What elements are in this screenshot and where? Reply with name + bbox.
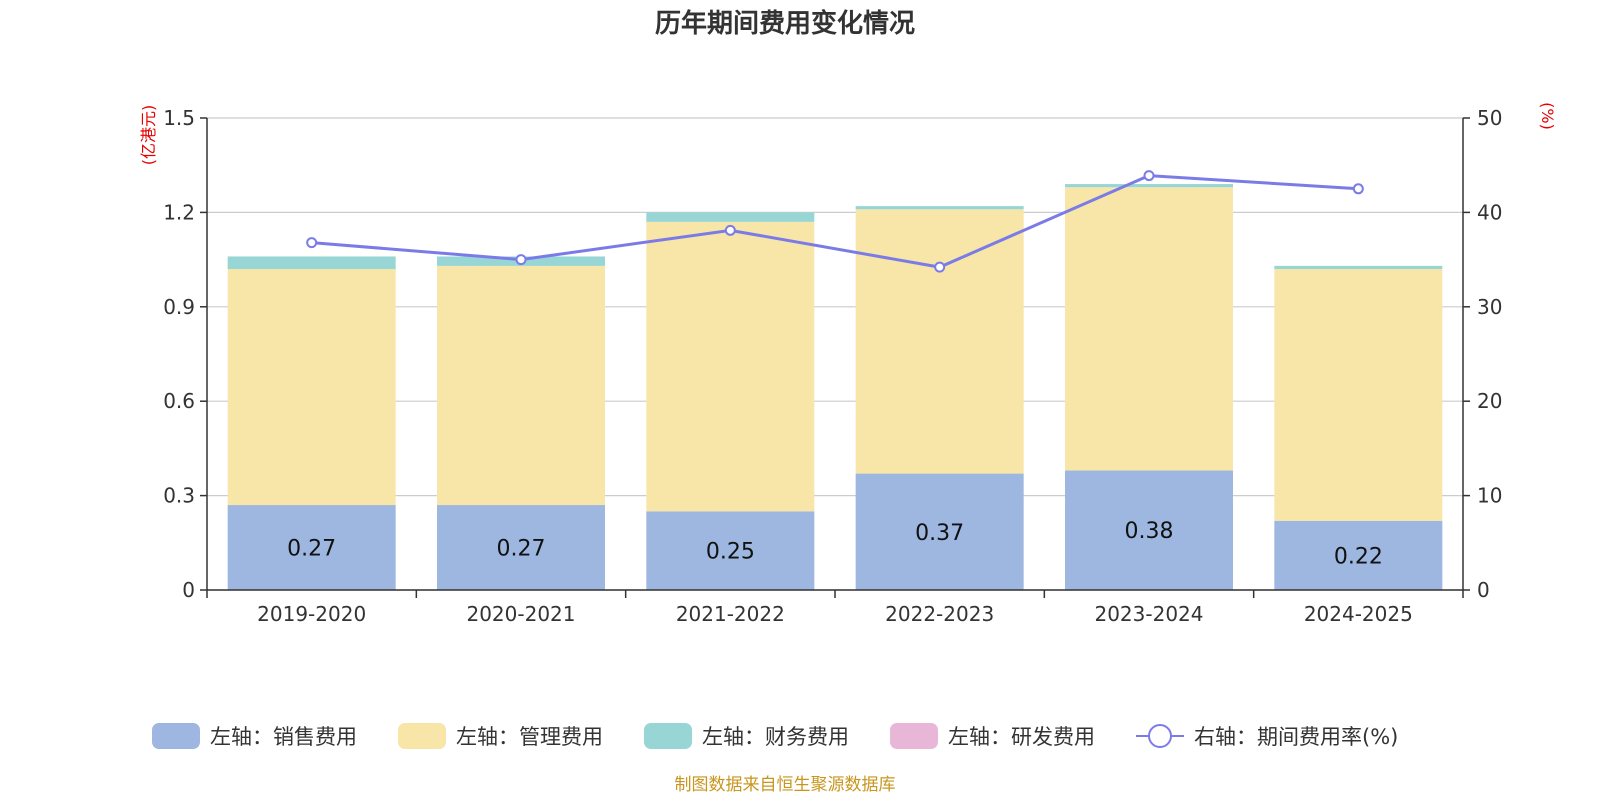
- bar-segment: [1065, 470, 1233, 590]
- bar-segment: [855, 473, 1024, 590]
- legend-line-marker: [1148, 724, 1172, 748]
- x-axis-tick-label: 2021-2022: [676, 602, 785, 626]
- right-axis-tick-label: 0: [1477, 578, 1490, 602]
- bar-segment: [646, 212, 815, 222]
- legend-label: 左轴：管理费用: [456, 725, 603, 749]
- left-axis-tick-label: 1.2: [163, 200, 195, 224]
- line-series: [306, 170, 1364, 273]
- bar-segment: [1065, 187, 1233, 471]
- x-axis-tick-label: 2020-2021: [466, 602, 575, 626]
- rate-point: [1143, 170, 1155, 182]
- bar-segment: [1274, 265, 1443, 270]
- bar-segment: [437, 505, 605, 590]
- bar-data-label: 0.22: [1334, 544, 1383, 569]
- bar-data-label: 0.27: [497, 537, 546, 562]
- rate-point: [306, 237, 318, 249]
- bar-segment: [646, 511, 815, 590]
- legend-swatch: [644, 723, 692, 749]
- x-axis-tick-label: 2023-2024: [1094, 602, 1203, 626]
- bar-segment: [227, 269, 396, 506]
- rate-point: [724, 224, 736, 236]
- bar-segment: [227, 505, 396, 590]
- legend-swatch: [152, 723, 200, 749]
- left-axis-tick-label: 0.9: [163, 295, 195, 319]
- bar-data-label: 0.37: [915, 521, 964, 546]
- bar-data-label: 0.25: [706, 540, 755, 565]
- right-axis-tick-label: 20: [1477, 389, 1502, 413]
- bar-segment: [646, 221, 815, 512]
- legend-swatch: [398, 723, 446, 749]
- right-axis-tick-label: 30: [1477, 295, 1502, 319]
- bar-segment: [227, 256, 396, 270]
- legend-label: 右轴：期间费用率(%): [1194, 725, 1398, 749]
- bar-segment: [855, 206, 1024, 210]
- legend-label: 左轴：研发费用: [948, 725, 1095, 749]
- left-axis-tick-label: 0: [182, 578, 195, 602]
- bar-segment: [437, 265, 605, 506]
- rate-line: [311, 174, 1359, 269]
- bars: [227, 184, 1443, 590]
- rate-point: [1352, 183, 1364, 195]
- left-axis-tick-label: 1.5: [163, 106, 195, 130]
- bar-segment: [1274, 269, 1443, 521]
- chart-title: 历年期间费用变化情况: [655, 8, 915, 39]
- right-axis-tick-label: 10: [1477, 484, 1502, 508]
- legend: 左轴：销售费用 左轴：管理费用 左轴：财务费用 左轴：研发费用 右轴：期间费用率(%): [152, 723, 1398, 749]
- right-axis-tick-label: 40: [1477, 200, 1502, 224]
- right-axis-tick-label: 50: [1477, 106, 1502, 130]
- bar-data-label: 0.38: [1125, 519, 1174, 544]
- footer-source: 制图数据来自恒生聚源数据库: [675, 775, 896, 795]
- x-axis-tick-label: 2019-2020: [257, 602, 366, 626]
- bar-segment: [1065, 184, 1233, 188]
- rate-point: [934, 261, 946, 273]
- bar-segment: [855, 209, 1024, 474]
- left-axis-unit: (亿港元): [139, 105, 158, 166]
- legend-label: 左轴：销售费用: [210, 725, 357, 749]
- data-labels: 0.27 0.27 0.25 0.37 0.38 0.22: [287, 519, 1383, 569]
- legend-swatch: [890, 723, 938, 749]
- bar-segment: [1274, 520, 1443, 590]
- x-axis-tick-label: 2024-2025: [1304, 602, 1413, 626]
- bar-data-label: 0.27: [287, 537, 336, 562]
- x-axis-tick-label: 2022-2023: [885, 602, 994, 626]
- left-axis-tick-label: 0.6: [163, 389, 195, 413]
- legend-label: 左轴：财务费用: [702, 725, 849, 749]
- left-axis-tick-label: 0.3: [163, 484, 195, 508]
- rate-point: [515, 254, 527, 266]
- axes: 0 0.3 0.6 0.9 1.2 1.5 0 10 20 30 40 50 2019-2020 2020…: [139, 102, 1557, 626]
- right-axis-unit: (%): [1538, 102, 1557, 130]
